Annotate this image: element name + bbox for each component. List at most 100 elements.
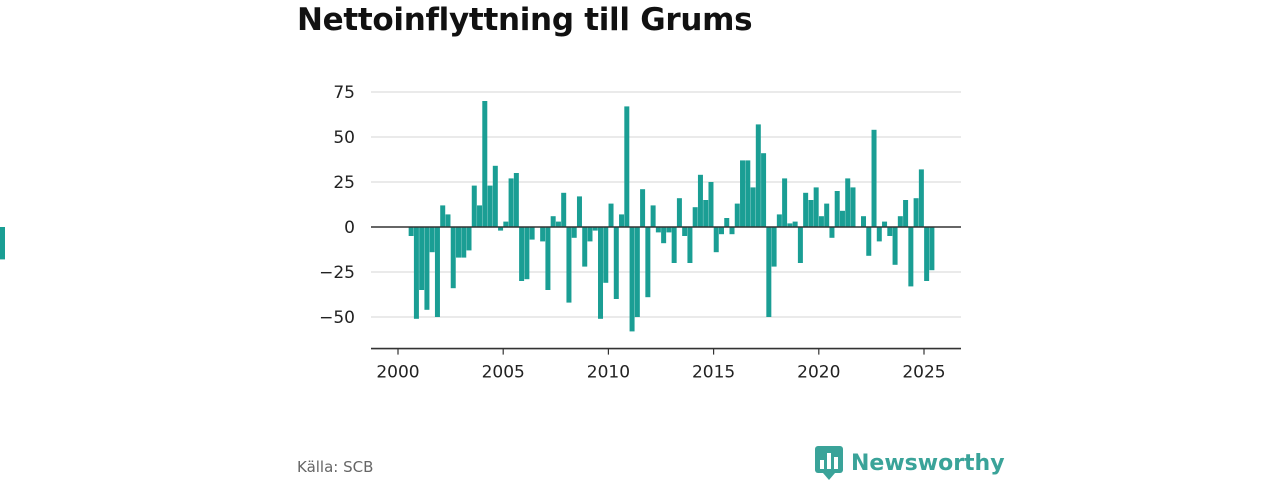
chart-title: Nettoinflyttning till Grums (297, 2, 753, 38)
bar (624, 106, 630, 227)
bar (640, 189, 646, 227)
bar (687, 227, 693, 263)
y-tick-label: 0 (344, 218, 355, 238)
bar (755, 124, 761, 227)
x-tick-label: 2015 (692, 363, 735, 383)
bar (408, 227, 414, 236)
bar (897, 216, 903, 227)
bar (887, 227, 893, 236)
bar (529, 227, 535, 240)
bar (924, 227, 930, 281)
bar (492, 165, 498, 227)
bar (834, 191, 840, 227)
bar (908, 227, 914, 287)
bar (429, 227, 435, 253)
bar (787, 223, 793, 227)
bar (503, 221, 509, 227)
bar (598, 227, 604, 319)
bar (424, 227, 430, 310)
brand-name: Newsworthy (851, 450, 1005, 476)
bar (466, 227, 472, 251)
bar (824, 203, 830, 227)
bar (524, 227, 530, 280)
bar (845, 178, 851, 227)
y-tick-label: −50 (319, 308, 355, 328)
bar (482, 101, 488, 227)
x-tick-labels: 2000 2005 2010 2015 2020 2025 (376, 348, 946, 383)
bar (803, 192, 809, 227)
bar (571, 227, 577, 238)
bar (0, 227, 5, 260)
bar (550, 216, 556, 227)
bar (440, 205, 446, 227)
bar (771, 227, 777, 267)
bar (866, 227, 872, 256)
bar (682, 227, 688, 236)
bar (813, 187, 819, 227)
bar (487, 185, 493, 227)
newsworthy-icon (815, 446, 843, 480)
bar (724, 218, 730, 227)
brand-logo: Newsworthy (815, 446, 1005, 480)
bar (750, 187, 756, 227)
bar (745, 160, 751, 227)
bar (666, 227, 672, 233)
bar (655, 227, 661, 233)
bar (629, 227, 635, 332)
bar (650, 205, 656, 227)
bar (519, 227, 525, 281)
bars (0, 101, 935, 332)
x-tick-label: 2005 (482, 363, 525, 383)
bar (671, 227, 677, 263)
bar (792, 221, 798, 227)
x-tick-label: 2020 (797, 363, 840, 383)
bar (608, 203, 614, 227)
bar (455, 227, 461, 258)
bar (703, 200, 709, 227)
bar (929, 227, 935, 271)
bar (619, 214, 625, 227)
bar (797, 227, 803, 263)
bar (634, 227, 640, 317)
y-tick-label: 75 (333, 83, 355, 103)
bar (776, 214, 782, 227)
bar (582, 227, 588, 267)
bar (477, 205, 483, 227)
bar (587, 227, 593, 242)
bar (713, 227, 719, 253)
bar (913, 198, 919, 227)
source-note: Källa: SCB (297, 458, 374, 476)
bar-chart: 75 50 25 0 −25 −50 2000 2005 2010 2015 2020 2025 (0, 83, 961, 383)
bar (882, 221, 888, 227)
x-tick-label: 2010 (587, 363, 630, 383)
bar (871, 129, 877, 227)
bar (434, 227, 440, 317)
bar (555, 221, 561, 227)
x-tick-label: 2000 (376, 363, 419, 383)
bar (782, 178, 788, 227)
bar (692, 207, 698, 227)
bar (766, 227, 772, 317)
x-tick-label: 2025 (902, 363, 945, 383)
bar (513, 173, 519, 227)
bar (498, 227, 504, 231)
bar (613, 227, 619, 299)
bar (734, 203, 740, 227)
y-tick-label: −25 (319, 263, 355, 283)
bar (540, 227, 546, 242)
bar (545, 227, 551, 290)
bar (413, 227, 419, 319)
bar (740, 160, 746, 227)
bar (561, 192, 567, 227)
bar (876, 227, 882, 242)
bar (445, 214, 451, 227)
bar (818, 216, 824, 227)
bar (450, 227, 456, 289)
bar (676, 198, 682, 227)
bar (729, 227, 735, 235)
bar (808, 200, 814, 227)
bar (829, 227, 835, 238)
bar (918, 169, 924, 227)
bar (861, 216, 867, 227)
bar (471, 185, 477, 227)
